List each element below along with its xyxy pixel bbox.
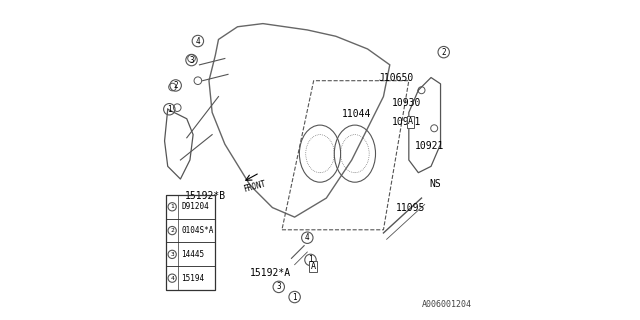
Text: 3: 3 [189,56,194,65]
Text: A: A [408,117,413,126]
Text: 4: 4 [170,276,174,281]
Text: NS: NS [429,179,441,189]
Text: 2: 2 [442,48,446,57]
Text: 4: 4 [196,36,200,45]
Text: 11044: 11044 [342,109,372,119]
Text: 1: 1 [308,255,313,264]
Text: J10650: J10650 [379,73,414,83]
Text: 14445: 14445 [181,250,205,259]
Bar [166,219,215,243]
Bar [166,243,215,266]
Text: 1: 1 [170,204,174,209]
Text: 15192*A: 15192*A [250,268,291,278]
Text: 3: 3 [276,282,281,292]
Text: 0104S*A: 0104S*A [181,226,214,235]
Text: 15194: 15194 [181,274,205,283]
Text: 2: 2 [170,228,174,233]
Text: FRONT: FRONT [243,180,268,194]
Text: D91204: D91204 [181,202,209,211]
Text: 4: 4 [305,233,310,242]
Text: 10931: 10931 [392,117,420,127]
Text: 11095: 11095 [396,203,426,212]
Bar [166,195,215,219]
Text: 1: 1 [167,105,172,114]
Text: 2: 2 [173,81,178,90]
Text: 15192*B: 15192*B [185,191,227,202]
Text: 3: 3 [170,252,174,257]
Text: 1: 1 [292,292,297,301]
Bar [166,266,215,290]
Text: A006001204: A006001204 [422,300,472,309]
Text: 10930: 10930 [392,98,420,108]
Text: 10921: 10921 [415,141,445,151]
Bar [166,195,215,290]
Text: A: A [310,262,316,271]
